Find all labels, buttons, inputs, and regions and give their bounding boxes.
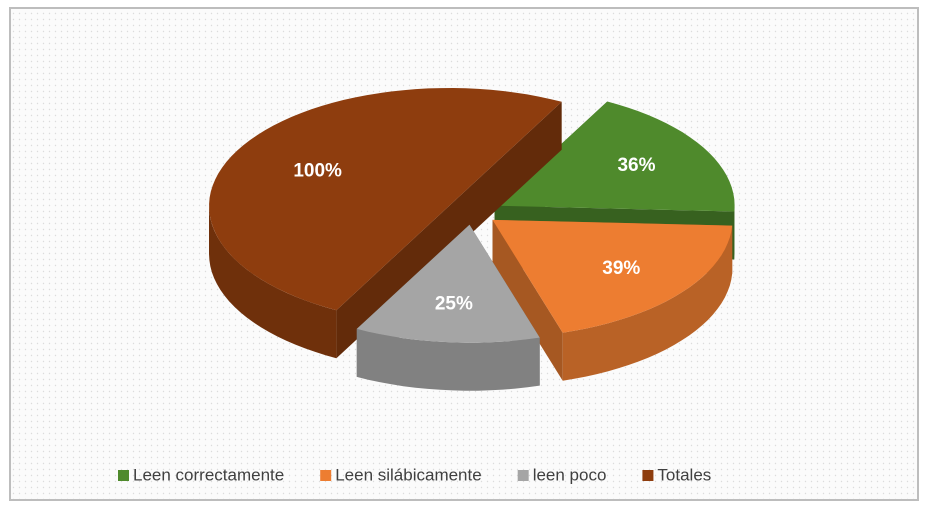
data-label: 25% — [435, 294, 473, 315]
slice-edge — [449, 101, 562, 254]
data-label: 36% — [617, 155, 655, 176]
slice-side — [209, 206, 337, 359]
slice-edge — [492, 219, 563, 381]
legend: Leen correctamente Leen silábicamente leen… — [118, 465, 711, 484]
legend-label: leen poco — [533, 465, 607, 484]
legend-swatch — [320, 470, 332, 481]
slice-side — [562, 225, 733, 381]
legend-label: Totales — [657, 465, 711, 484]
slice-edge — [336, 206, 449, 359]
data-label: 39% — [602, 258, 640, 279]
slice-side — [356, 328, 540, 391]
pie-slice — [209, 88, 562, 311]
legend-label: Leen correctamente — [133, 465, 284, 484]
legend-swatch — [118, 470, 129, 481]
pie-slice — [494, 101, 735, 212]
pie-slice — [492, 219, 733, 333]
pie: 36% 39% 25% 100% — [209, 88, 735, 391]
legend-swatch — [517, 470, 529, 481]
legend-label: Leen silábicamente — [335, 465, 481, 484]
pie-slice — [356, 224, 540, 343]
legend-swatch — [642, 470, 654, 481]
data-label: 100% — [293, 161, 342, 182]
